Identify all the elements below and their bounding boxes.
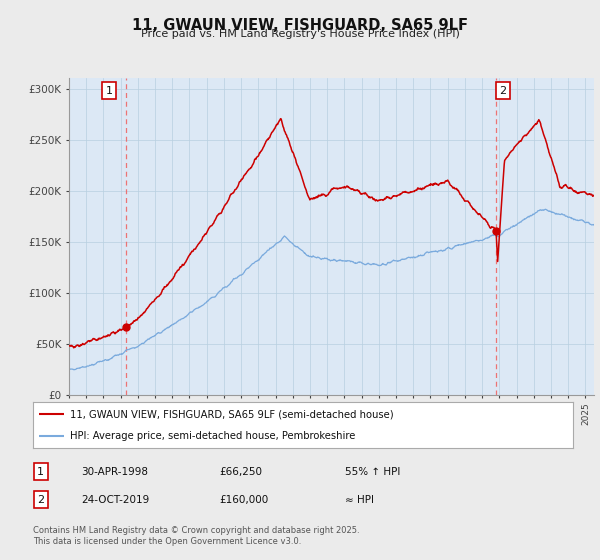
Text: 11, GWAUN VIEW, FISHGUARD, SA65 9LF: 11, GWAUN VIEW, FISHGUARD, SA65 9LF — [132, 18, 468, 33]
Text: HPI: Average price, semi-detached house, Pembrokeshire: HPI: Average price, semi-detached house,… — [70, 431, 355, 441]
Text: 11, GWAUN VIEW, FISHGUARD, SA65 9LF (semi-detached house): 11, GWAUN VIEW, FISHGUARD, SA65 9LF (sem… — [70, 410, 394, 420]
Text: 2: 2 — [37, 494, 44, 505]
Text: ≈ HPI: ≈ HPI — [345, 494, 374, 505]
Text: 1: 1 — [106, 86, 113, 96]
Text: 24-OCT-2019: 24-OCT-2019 — [81, 494, 149, 505]
Text: £66,250: £66,250 — [219, 466, 262, 477]
Text: 2: 2 — [499, 86, 506, 96]
Text: 30-APR-1998: 30-APR-1998 — [81, 466, 148, 477]
Text: 1: 1 — [37, 466, 44, 477]
Text: Contains HM Land Registry data © Crown copyright and database right 2025.
This d: Contains HM Land Registry data © Crown c… — [33, 526, 359, 546]
Text: £160,000: £160,000 — [219, 494, 268, 505]
Text: 55% ↑ HPI: 55% ↑ HPI — [345, 466, 400, 477]
Text: Price paid vs. HM Land Registry's House Price Index (HPI): Price paid vs. HM Land Registry's House … — [140, 29, 460, 39]
